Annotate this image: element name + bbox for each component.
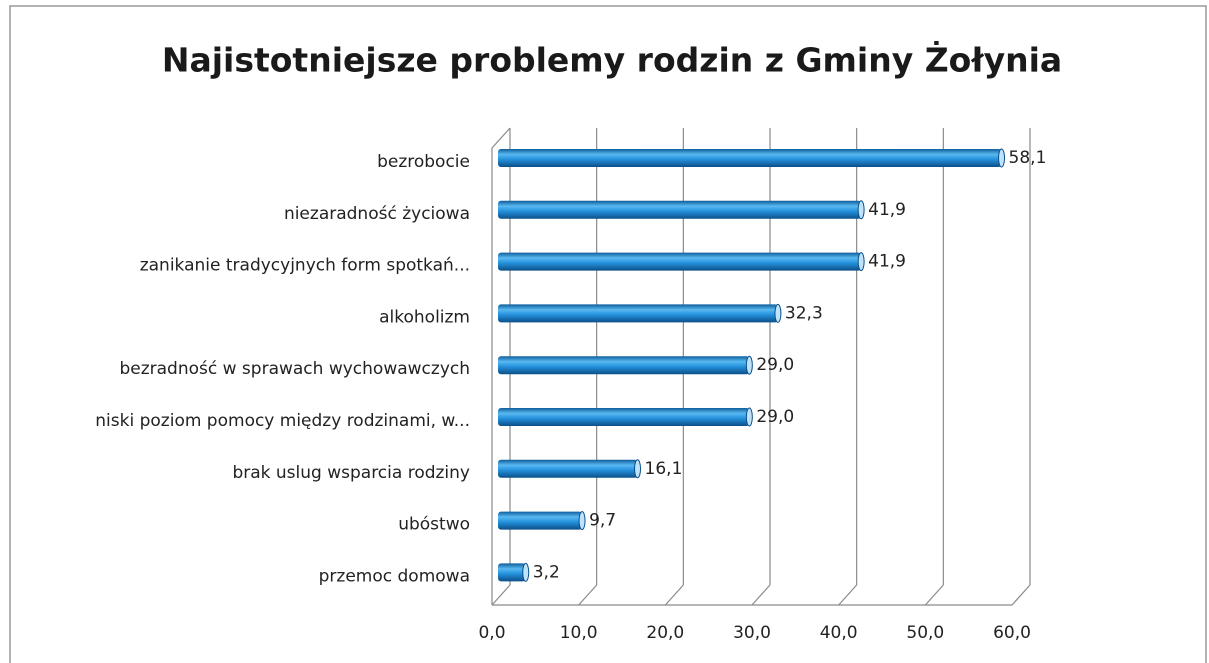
bar-cap [522, 562, 530, 582]
bar [498, 200, 862, 219]
x-tick-label: 0,0 [478, 623, 505, 643]
bar [498, 459, 638, 478]
bar-cap [578, 511, 586, 531]
bar-cap [857, 252, 865, 272]
x-tick-label: 10,0 [560, 623, 598, 643]
y-tick-label: ubóstwo [398, 515, 470, 535]
grid-line [838, 584, 858, 606]
bar [498, 408, 750, 426]
grid-line [491, 584, 511, 606]
value-label: 32,3 [785, 303, 823, 323]
y-tick-label: alkoholizm [379, 307, 470, 327]
grid-line [924, 584, 944, 606]
value-label: 9,7 [589, 511, 616, 531]
x-tick-label: 30,0 [733, 623, 771, 643]
x-tick-label: 20,0 [646, 623, 684, 643]
grid-line [664, 584, 684, 606]
x-tick-label: 40,0 [820, 623, 858, 643]
bar-cap [998, 148, 1006, 168]
grid-line [578, 584, 598, 606]
wall-edge [491, 127, 511, 149]
y-tick-label: niski poziom pomocy między rodzinami, w.… [95, 411, 470, 431]
value-label: 41,9 [868, 200, 906, 220]
bar [498, 356, 750, 375]
value-label: 41,9 [868, 252, 906, 272]
bar-cap [745, 407, 753, 427]
bar-cap [634, 459, 642, 479]
grid-line [751, 584, 771, 606]
value-label: 16,1 [645, 459, 683, 479]
bar-cap [745, 355, 753, 375]
y-tick-label: niezaradność życiowa [284, 204, 470, 224]
grid-line [1011, 584, 1031, 606]
value-label: 3,2 [533, 562, 560, 582]
value-label: 58,1 [1009, 148, 1047, 168]
bar [498, 304, 778, 323]
bar [498, 149, 1002, 167]
y-tick-label: bezrobocie [377, 152, 470, 172]
bar-cap [857, 200, 865, 220]
bar-cap [774, 303, 782, 323]
frame [9, 5, 1207, 663]
y-tick-label: brak uslug wsparcia rodziny [232, 463, 470, 483]
value-label: 29,0 [756, 355, 794, 375]
bar [498, 252, 862, 271]
x-tick-label: 50,0 [906, 623, 944, 643]
bar [498, 563, 526, 582]
y-tick-label: przemoc domowa [319, 566, 470, 586]
value-label: 29,0 [756, 407, 794, 427]
bar [498, 511, 583, 530]
y-tick-label: zanikanie tradycyjnych form spotkań... [140, 256, 470, 276]
chart-title: Najistotniejsze problemy rodzin z Gminy … [162, 40, 1062, 80]
y-tick-label: bezradność w sprawach wychowawczych [119, 359, 470, 379]
x-tick-label: 60,0 [993, 623, 1031, 643]
